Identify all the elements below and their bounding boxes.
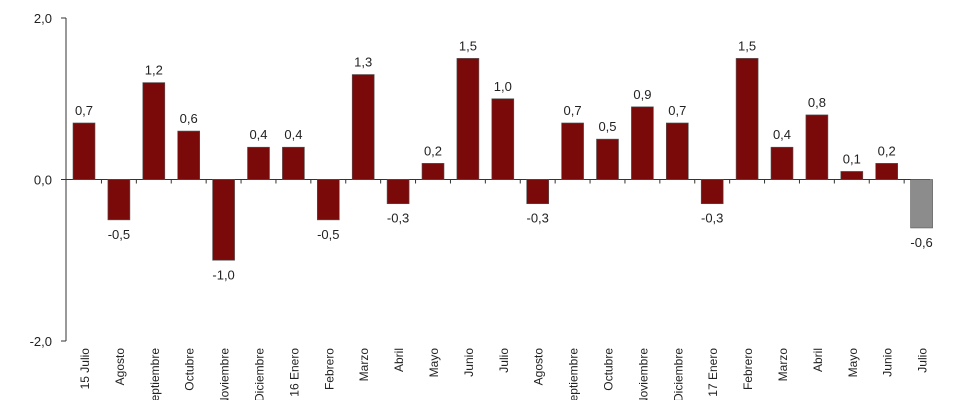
bar-11 [421,163,445,180]
bar-value-label: 0,1 [843,151,861,166]
bar-17 [631,106,654,180]
bar-value-label: 0,5 [598,119,616,134]
x-category-label: Septiembre [567,348,581,400]
bar-value-label: 0,9 [633,87,651,102]
bar-9 [351,74,375,180]
bar-7 [282,146,305,180]
x-category-label: Diciembre [253,348,267,400]
y-tick-label: 0,0 [34,173,52,188]
bar-value-label: -0,5 [317,227,339,242]
y-tick-label: 2,0 [34,11,52,26]
x-category-label: Marzo [776,348,790,382]
bar-value-label: 1,5 [459,38,477,53]
bar-value-label: -1,0 [212,267,234,282]
x-category-label: 15 Julio [78,348,92,390]
bar-value-label: -0,3 [701,211,723,226]
bar-6 [247,146,270,180]
bar-value-label: 1,3 [354,55,372,70]
bar-value-label: 1,0 [494,79,512,94]
bar-5 [212,179,235,261]
x-category-label: Marzo [357,348,371,382]
x-category-label: Octubre [602,348,616,391]
x-category-label: Abril [392,348,406,372]
bar-14 [526,179,550,205]
bar-12 [456,58,480,180]
bar-value-label: 0,4 [284,127,302,142]
bar-value-label: -0,6 [910,235,932,250]
y-tick-label: -2,0 [30,334,52,349]
bar-15 [561,122,584,180]
bar-2 [107,179,131,221]
bar-value-label: 0,8 [808,95,826,110]
x-category-label: Febrero [322,348,336,390]
x-category-label: Octubre [183,348,197,391]
bar-value-label: 1,2 [145,63,163,78]
value-labels-layer: 0,7 -0,5 1,2 0,6 -1,0 0,4 0,4 -0,5 1,3 -0,3 0,2 1,5… [75,38,933,282]
bar-3 [142,82,166,180]
bar-25 [910,179,933,229]
x-category-label: Noviembre [636,348,650,400]
bar-value-label: 0,2 [878,143,896,158]
x-category-label: Julio [916,348,930,373]
bar-19 [700,179,724,205]
bar-18 [665,122,689,180]
x-category-label: Septiembre [148,348,162,400]
bar-value-label: 0,7 [75,103,93,118]
bar-value-label: -0,3 [526,211,548,226]
bar-22 [805,114,829,180]
bar-21 [770,146,794,180]
x-category-label: Junio [881,348,895,377]
bar-value-label: 0,4 [249,127,267,142]
x-category-label: Julio [497,348,511,373]
bar-24 [875,163,899,180]
x-category-label: Noviembre [218,348,232,400]
x-category-label: Diciembre [671,348,685,400]
bar-10 [386,179,410,205]
bars-layer [72,58,933,261]
bar-value-label: 0,6 [180,111,198,126]
x-category-label: Junio [462,348,476,377]
x-category-label: 16 Enero [287,348,301,397]
x-category-label: 17 Enero [706,348,720,397]
bar-4 [177,130,200,180]
x-category-label: Agosto [532,348,546,386]
x-tick-labels-layer: 15 Julio Agosto Septiembre Octubre Noviembre… [78,348,930,405]
x-category-label: Mayo [846,348,860,378]
bar-23 [840,171,864,180]
x-category-label: Febrero [741,348,755,390]
bar-20 [735,58,759,180]
x-category-label: Mayo [427,348,441,378]
bar-value-label: -0,3 [387,211,409,226]
axes-layer: 2,0 0,0 -2,0 [30,11,930,349]
bar-13 [491,98,515,180]
bar-value-label: 0,7 [564,103,582,118]
bar-value-label: 0,7 [668,103,686,118]
x-category-label: Abril [811,348,825,372]
bar-8 [316,179,340,221]
bar-1 [72,122,96,180]
bar-value-label: -0,5 [108,227,130,242]
x-category-label: Agosto [113,348,127,386]
bar-value-label: 0,4 [773,127,791,142]
bar-value-label: 0,2 [424,143,442,158]
bar-16 [596,138,619,180]
bar-value-label: 1,5 [738,38,756,53]
